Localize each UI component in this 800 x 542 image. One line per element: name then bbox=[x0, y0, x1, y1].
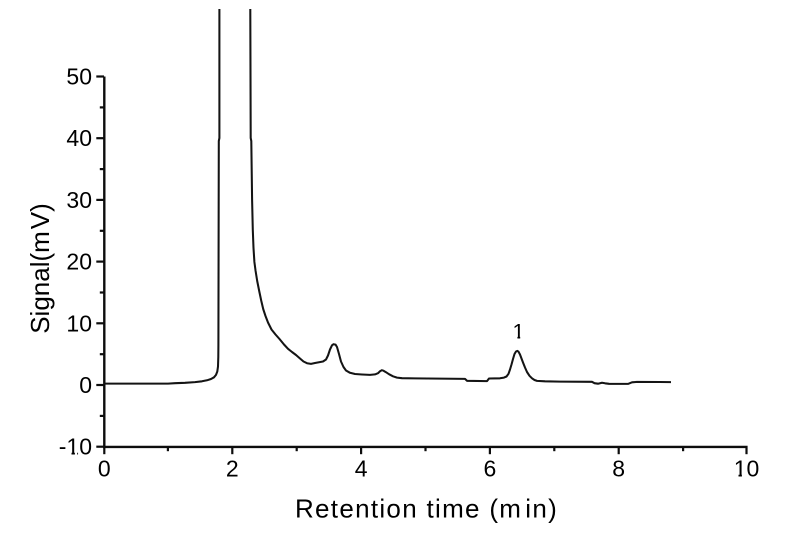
svg-text:30: 30 bbox=[66, 187, 92, 213]
svg-text:2: 2 bbox=[226, 456, 239, 482]
svg-text:4: 4 bbox=[355, 456, 368, 482]
svg-text:Retention time (min): Retention time (m in) bbox=[295, 494, 558, 524]
svg-text:50: 50 bbox=[66, 64, 92, 90]
svg-text:Signal(mV): Signal(mV) bbox=[25, 203, 55, 334]
svg-text:20: 20 bbox=[66, 249, 92, 275]
svg-text:40: 40 bbox=[66, 125, 92, 151]
svg-text:0: 0 bbox=[98, 456, 111, 482]
svg-text:0: 0 bbox=[79, 372, 92, 398]
svg-text:8: 8 bbox=[612, 456, 625, 482]
svg-text:10: 10 bbox=[66, 310, 92, 336]
svg-text:1: 1 bbox=[513, 320, 525, 344]
svg-text:6: 6 bbox=[484, 456, 497, 482]
